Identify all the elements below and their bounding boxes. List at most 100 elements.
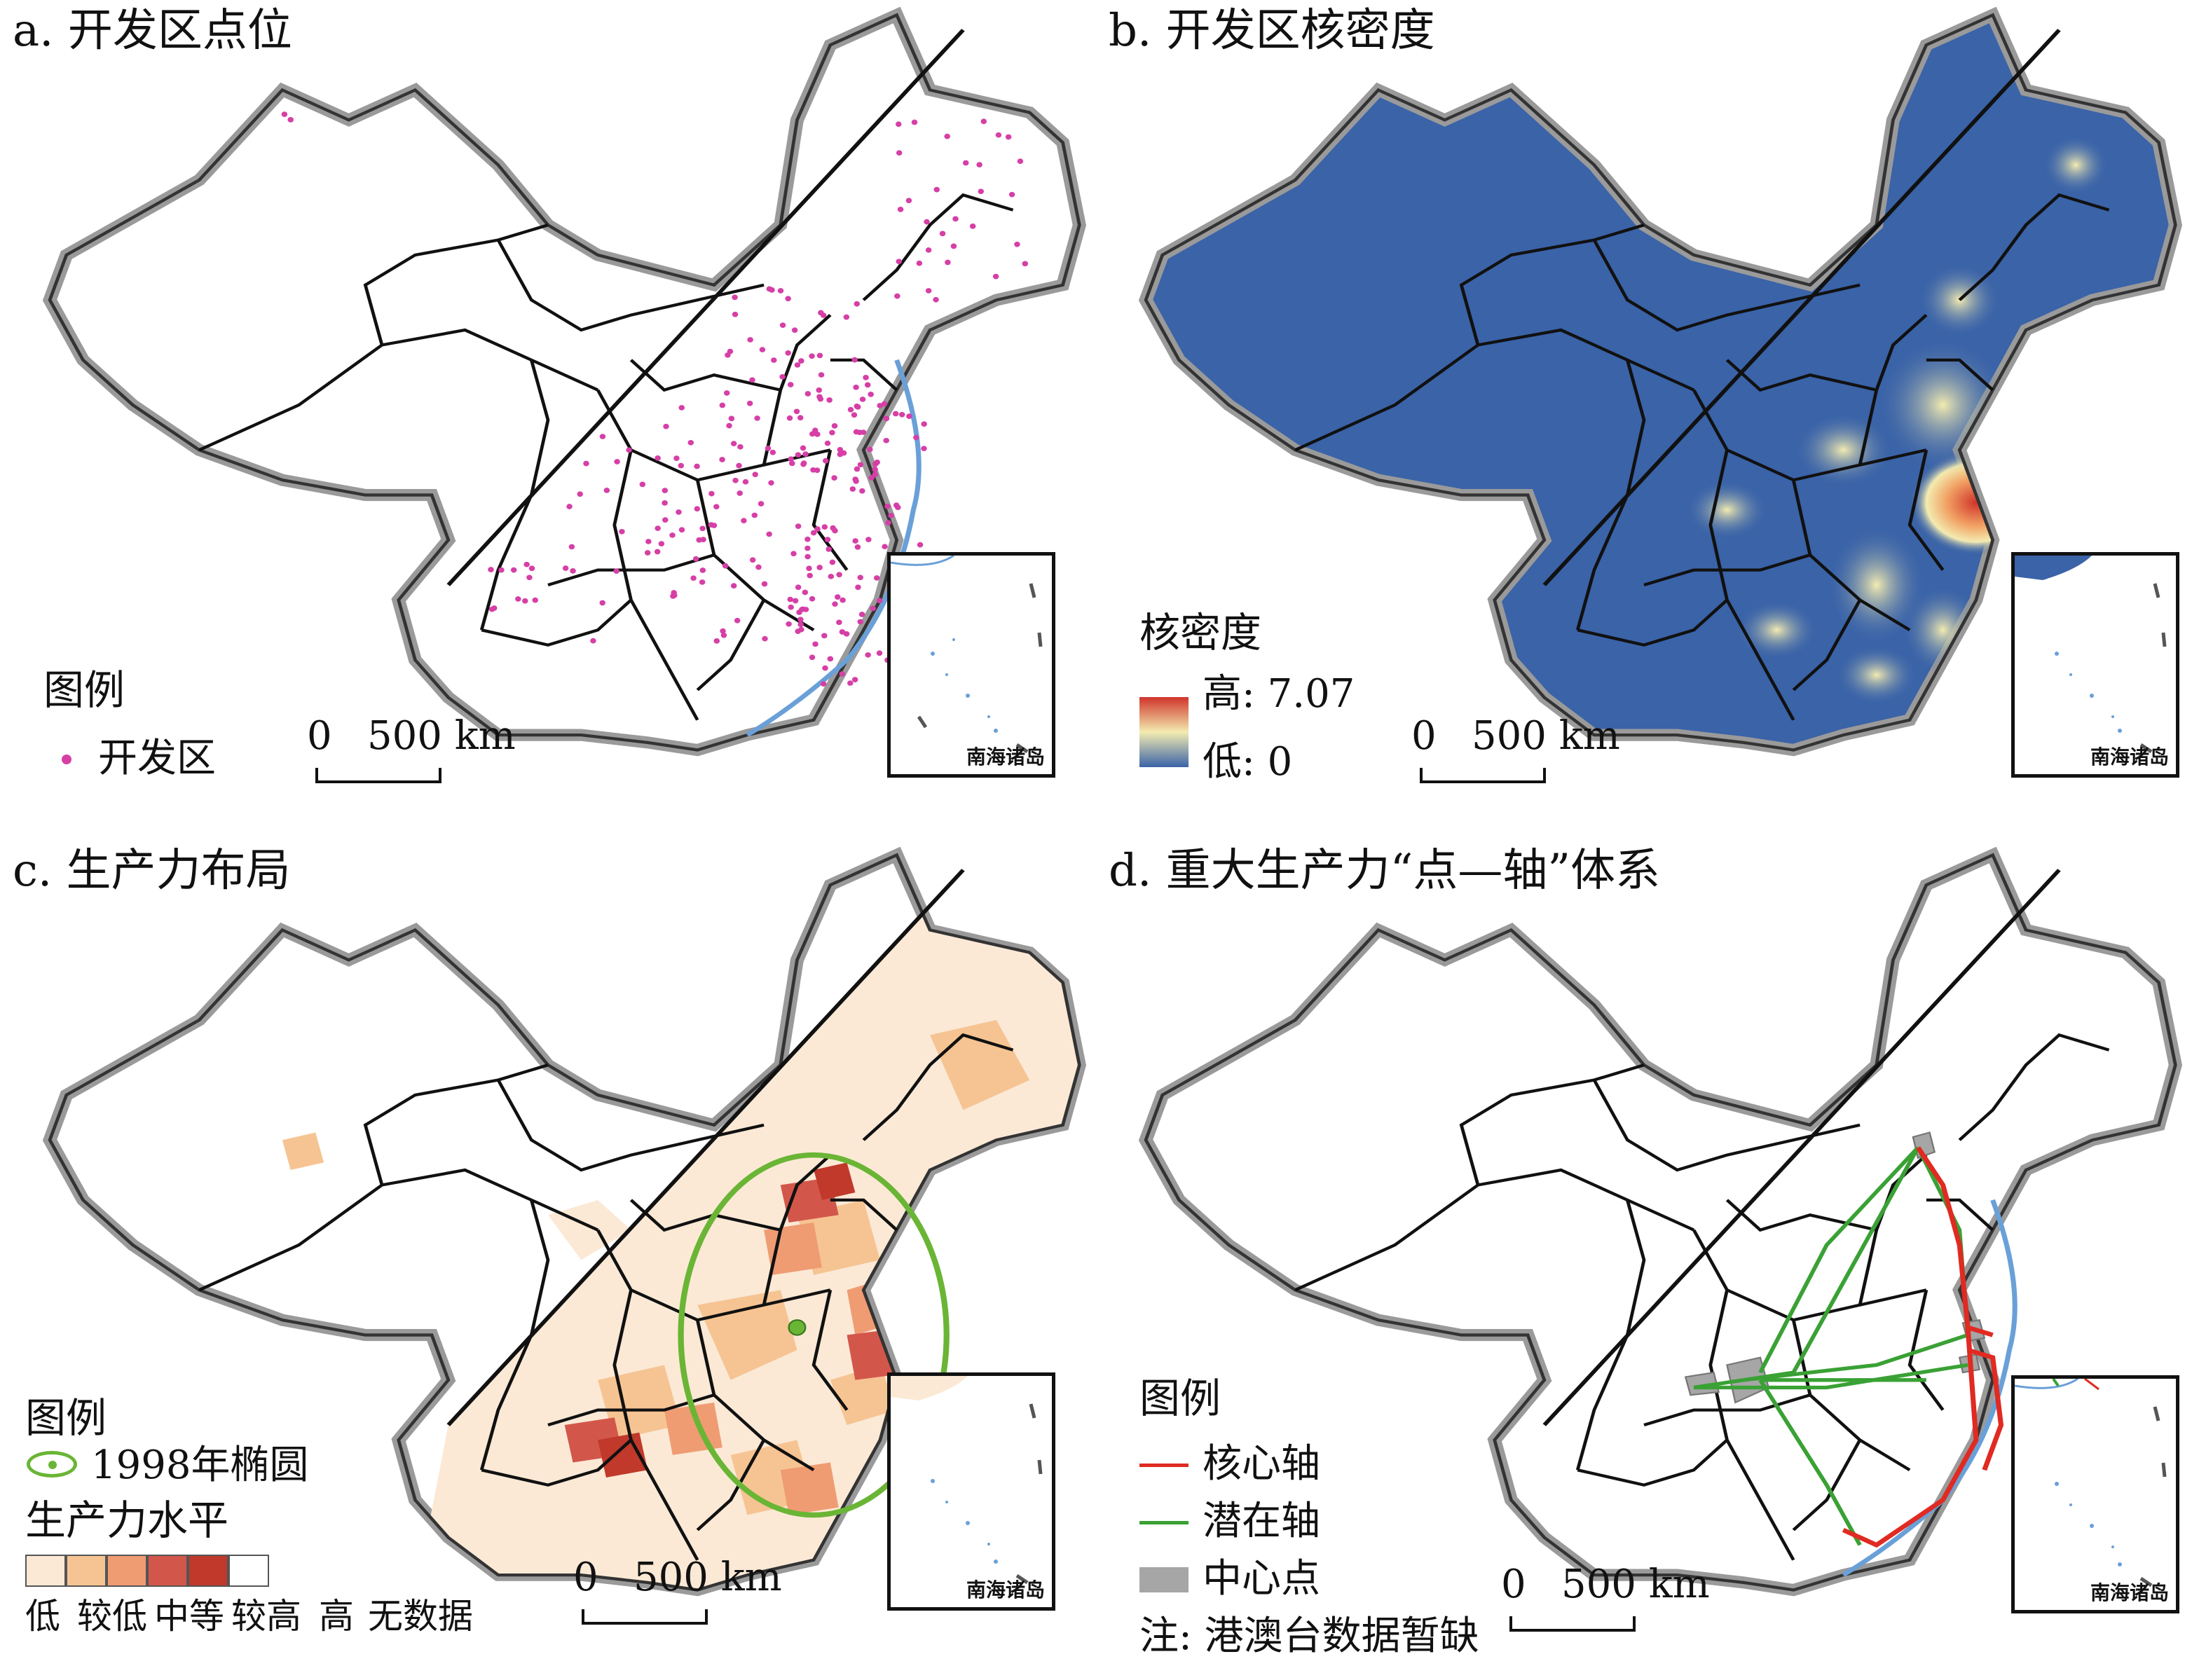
development-zone-point xyxy=(798,626,804,633)
map-b xyxy=(1096,0,2192,840)
development-zone-point xyxy=(794,362,801,368)
development-zone-point xyxy=(978,188,985,195)
panel-b: b. 开发区核密度 南海诸岛 核密度 高: 7.07 低: 0 0 500 km xyxy=(1096,0,2192,840)
development-zone-point xyxy=(849,486,856,492)
panel-d: d. 重大生产力“点—轴”体系 南海诸岛 图例 核心轴 潜在轴 中心点 注: 港… xyxy=(1096,840,2192,1680)
development-zone-point xyxy=(829,559,836,565)
development-zone-point xyxy=(797,415,804,421)
development-zone-point xyxy=(847,406,854,413)
class-label: 较高 xyxy=(231,1596,301,1637)
development-zone-point xyxy=(791,327,798,333)
development-zone-point xyxy=(749,557,756,563)
development-zone-point xyxy=(1022,261,1029,267)
development-zone-point xyxy=(933,296,939,303)
development-zone-point xyxy=(893,502,900,508)
development-zone-point xyxy=(814,526,821,532)
ellipse-legend-symbol xyxy=(27,1451,77,1478)
development-zone-point xyxy=(802,589,809,595)
development-zone-point xyxy=(807,572,813,579)
development-zone-point xyxy=(732,311,739,317)
development-zone-point xyxy=(857,462,864,468)
development-zone-point xyxy=(868,392,874,397)
development-zone-point xyxy=(730,583,737,588)
development-zone-point xyxy=(851,357,858,363)
development-zone-point xyxy=(804,553,811,560)
potential-axis-symbol xyxy=(1139,1521,1189,1524)
development-zone-point xyxy=(881,401,888,407)
development-zone-point xyxy=(804,391,811,397)
development-zone-point xyxy=(892,411,899,417)
development-zone-point xyxy=(287,117,294,123)
development-zone-point xyxy=(854,301,861,307)
development-zone-point xyxy=(992,273,999,280)
development-zone-point xyxy=(870,605,877,612)
legend-title: 核密度 xyxy=(1139,609,1262,656)
development-zone-point xyxy=(843,314,850,320)
panel-title: a. 开发区点位 xyxy=(13,5,292,57)
development-zone-point xyxy=(676,509,682,515)
development-zone-point xyxy=(859,397,866,402)
development-zone-point xyxy=(658,541,665,546)
development-zone-point xyxy=(814,431,821,437)
development-zone-point xyxy=(603,488,610,493)
development-zone-point xyxy=(855,584,861,591)
development-zone-point xyxy=(896,150,903,156)
development-zone-point xyxy=(818,372,825,378)
class-label: 较低 xyxy=(77,1596,147,1637)
scale-label: 500 km xyxy=(1561,1562,1710,1607)
development-zone-point xyxy=(789,460,795,467)
development-zone-point xyxy=(678,405,685,411)
development-zone-point xyxy=(816,352,823,359)
scale-zero: 0 xyxy=(1501,1562,1526,1607)
development-zone-point xyxy=(690,575,697,581)
development-zone-point xyxy=(599,434,606,439)
development-zone-point xyxy=(765,446,772,451)
potential-axes xyxy=(1693,1146,1971,1546)
development-zone-point xyxy=(820,312,827,318)
development-zone-point xyxy=(827,656,834,662)
development-zone-point xyxy=(830,525,836,531)
development-zone-point xyxy=(720,628,726,634)
development-zone-point xyxy=(663,423,669,429)
legend-title: 图例 xyxy=(43,666,125,714)
development-zone-point xyxy=(858,612,865,617)
class-label: 中等 xyxy=(154,1596,224,1637)
development-zone-point xyxy=(732,477,739,483)
development-zone-point xyxy=(566,504,573,509)
development-zone-point xyxy=(896,259,902,265)
development-zone-point xyxy=(788,456,794,462)
development-zone-point xyxy=(888,513,894,518)
development-zone-point xyxy=(583,460,589,467)
core-axes xyxy=(1842,1146,2004,1548)
inset-label: 南海诸岛 xyxy=(2090,745,2169,769)
development-zone-point xyxy=(837,451,844,457)
development-zone-point xyxy=(522,598,528,604)
scale-label: 500 km xyxy=(1472,713,1620,759)
class-swatch xyxy=(228,1555,269,1587)
development-zone-point xyxy=(722,563,729,569)
dev-zone-legend-dot xyxy=(62,755,71,764)
development-zone-point xyxy=(761,581,768,587)
development-zone-point xyxy=(836,572,842,578)
development-zone-point xyxy=(281,111,288,118)
development-zone-point xyxy=(751,512,758,518)
development-zone-point xyxy=(713,638,720,644)
class-label: 低 xyxy=(25,1596,60,1637)
development-zone-point xyxy=(854,404,861,410)
development-zone-point xyxy=(795,584,802,591)
development-zone-point xyxy=(836,619,842,626)
development-zone-point xyxy=(882,544,888,550)
development-zone-point xyxy=(824,440,831,446)
development-zone-point xyxy=(826,397,833,403)
development-zone-point xyxy=(831,422,838,429)
development-zone-point xyxy=(568,544,575,550)
panel-title: c. 生产力布局 xyxy=(13,845,291,897)
development-zone-point xyxy=(645,539,652,544)
scale-bar: 0 500 km xyxy=(307,713,517,790)
development-zone-point xyxy=(785,350,791,356)
map-a xyxy=(0,0,1096,840)
development-zone-point xyxy=(752,471,759,478)
development-zone-point xyxy=(872,471,879,478)
development-zone-point xyxy=(730,441,737,446)
development-zone-point xyxy=(857,619,864,625)
